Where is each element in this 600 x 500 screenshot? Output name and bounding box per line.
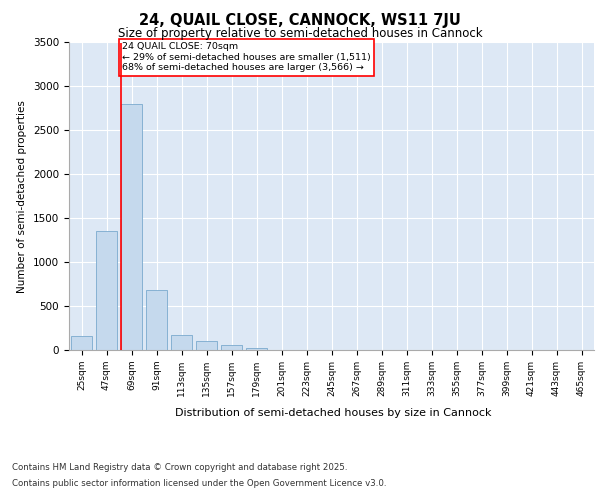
Text: Contains HM Land Registry data © Crown copyright and database right 2025.: Contains HM Land Registry data © Crown c… (12, 462, 347, 471)
Bar (221, 344, 242, 350)
Bar (171, 334, 192, 350)
Bar (96, 232, 117, 350)
Text: Size of property relative to semi-detached houses in Cannock: Size of property relative to semi-detach… (118, 28, 482, 40)
Bar (196, 341, 217, 350)
Bar (121, 104, 142, 350)
Bar (146, 290, 167, 350)
Text: 24, QUAIL CLOSE, CANNOCK, WS11 7JU: 24, QUAIL CLOSE, CANNOCK, WS11 7JU (139, 12, 461, 28)
Bar (246, 348, 267, 350)
Y-axis label: Number of semi-detached properties: Number of semi-detached properties (17, 100, 28, 292)
Text: Distribution of semi-detached houses by size in Cannock: Distribution of semi-detached houses by … (175, 408, 491, 418)
Text: 24 QUAIL CLOSE: 70sqm
← 29% of semi-detached houses are smaller (1,511)
68% of s: 24 QUAIL CLOSE: 70sqm ← 29% of semi-deta… (122, 42, 371, 72)
Text: Contains public sector information licensed under the Open Government Licence v3: Contains public sector information licen… (12, 479, 386, 488)
Bar (71, 336, 92, 350)
